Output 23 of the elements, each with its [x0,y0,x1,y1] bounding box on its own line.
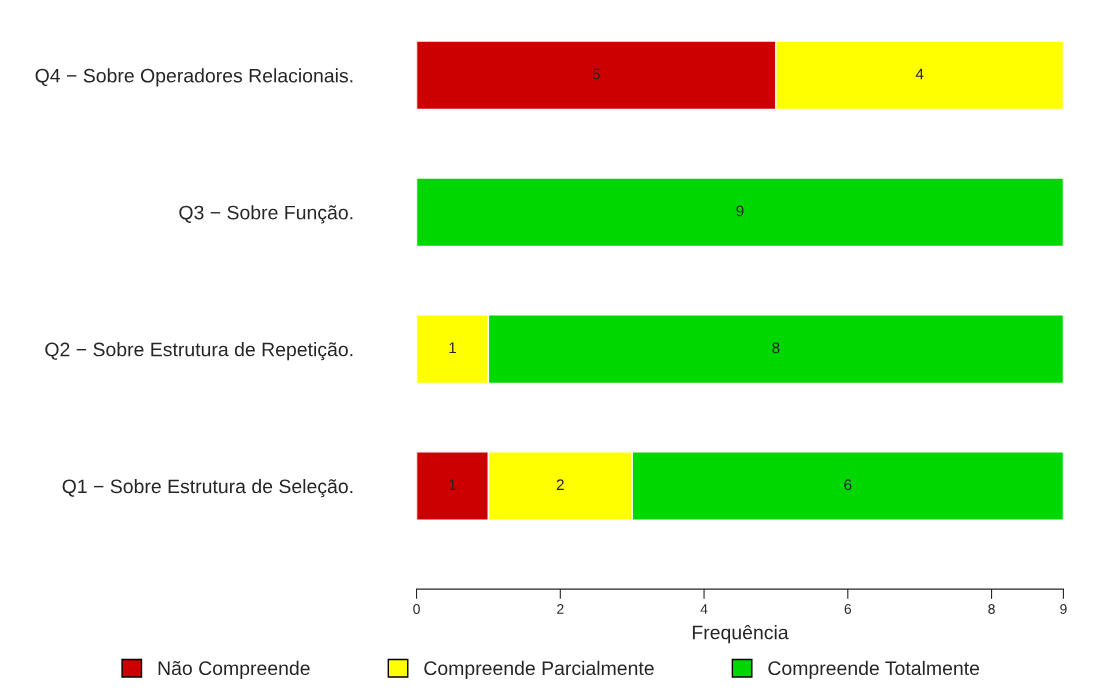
data-label: 5 [592,68,600,80]
y-tick-label: Q1 − Sobre Estrutura de Seleção. [62,478,353,498]
data-label: 4 [915,68,924,80]
bar [416,177,1064,248]
data-label: 6 [844,479,852,491]
data-label: 1 [449,479,456,490]
x-tick-label: 0 [413,604,420,614]
x-tick-label: 8 [988,604,995,614]
x-tick-label: 6 [844,604,852,614]
x-tick-label: 2 [557,604,564,614]
y-tick-label: Q3 − Sobre Função. [179,205,353,224]
legend-label: Não Compreende [158,660,310,679]
x-axis-title: Frequência [692,624,789,644]
data-label: 1 [449,342,456,354]
x-tick-label: 4 [700,604,708,614]
data-label: 8 [772,342,780,354]
legend-label: Compreende Totalmente [768,660,980,679]
y-tick-label: Q2 − Sobre Estrutura de Repetição. [45,342,353,361]
y-tick-label: Q4 − Sobre Operadores Relacionais. [35,68,353,87]
legend-label: Compreende Parcialmente [424,660,654,679]
data-label: 9 [736,205,744,217]
data-label: 2 [556,479,564,490]
x-tick-label: 9 [1060,604,1067,614]
